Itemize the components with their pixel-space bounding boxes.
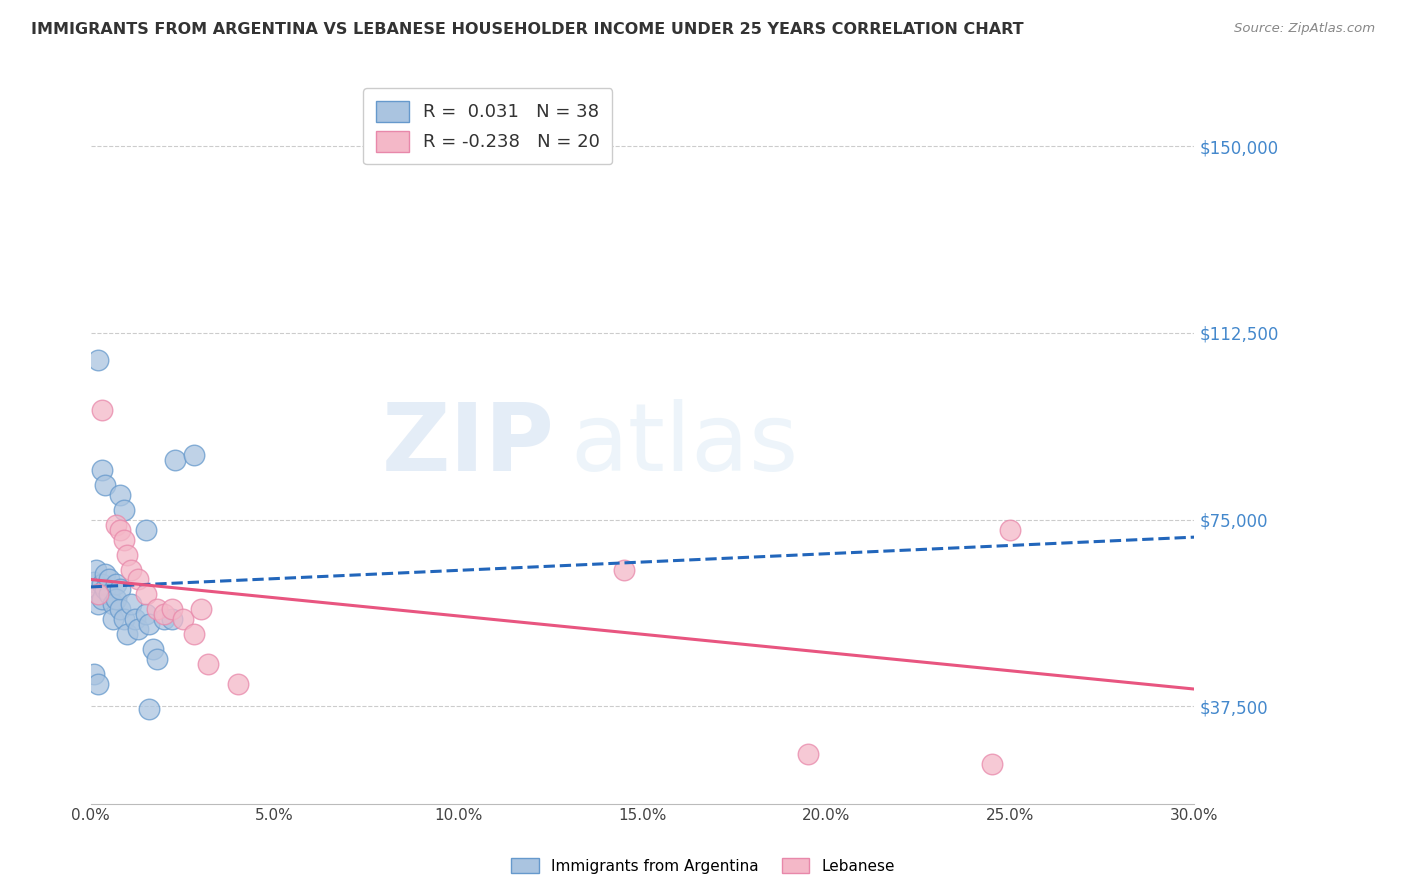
- Point: [120, 598, 142, 612]
- Point: [135, 523, 157, 537]
- Point: [135, 587, 157, 601]
- Point: [87, 598, 110, 612]
- Text: ZIP: ZIP: [381, 399, 554, 491]
- Point: [142, 642, 165, 657]
- Point: [105, 577, 128, 591]
- Point: [135, 607, 157, 622]
- Point: [160, 602, 183, 616]
- Point: [146, 602, 169, 616]
- Point: [87, 677, 110, 691]
- Point: [981, 756, 1004, 771]
- Point: [105, 517, 128, 532]
- Text: atlas: atlas: [571, 399, 799, 491]
- Point: [112, 612, 135, 626]
- Point: [84, 562, 107, 576]
- Point: [87, 587, 110, 601]
- Text: IMMIGRANTS FROM ARGENTINA VS LEBANESE HOUSEHOLDER INCOME UNDER 25 YEARS CORRELAT: IMMIGRANTS FROM ARGENTINA VS LEBANESE HO…: [31, 22, 1024, 37]
- Point: [153, 607, 176, 622]
- Point: [183, 627, 205, 641]
- Point: [90, 463, 112, 477]
- Point: [165, 453, 187, 467]
- Point: [112, 533, 135, 547]
- Point: [87, 587, 110, 601]
- Point: [153, 612, 176, 626]
- Point: [108, 602, 131, 616]
- Point: [138, 702, 160, 716]
- Point: [112, 502, 135, 516]
- Point: [160, 612, 183, 626]
- Point: [90, 577, 112, 591]
- Point: [87, 353, 110, 368]
- Point: [124, 612, 146, 626]
- Legend: Immigrants from Argentina, Lebanese: Immigrants from Argentina, Lebanese: [505, 852, 901, 880]
- Point: [98, 573, 121, 587]
- Point: [197, 657, 219, 672]
- Point: [127, 622, 149, 636]
- Point: [127, 573, 149, 587]
- Point: [94, 582, 117, 597]
- Point: [172, 612, 194, 626]
- Point: [94, 478, 117, 492]
- Point: [120, 562, 142, 576]
- Point: [83, 574, 105, 589]
- Point: [117, 627, 139, 641]
- Point: [108, 488, 131, 502]
- Point: [613, 562, 636, 576]
- Point: [1000, 523, 1022, 537]
- Point: [94, 567, 117, 582]
- Point: [108, 523, 131, 537]
- Point: [183, 448, 205, 462]
- Point: [105, 592, 128, 607]
- Legend: R =  0.031   N = 38, R = -0.238   N = 20: R = 0.031 N = 38, R = -0.238 N = 20: [363, 88, 613, 164]
- Point: [797, 747, 820, 761]
- Point: [108, 582, 131, 597]
- Point: [117, 548, 139, 562]
- Point: [146, 652, 169, 666]
- Point: [101, 598, 124, 612]
- Point: [101, 612, 124, 626]
- Text: Source: ZipAtlas.com: Source: ZipAtlas.com: [1234, 22, 1375, 36]
- Point: [138, 617, 160, 632]
- Point: [98, 587, 121, 601]
- Point: [226, 677, 249, 691]
- Point: [83, 667, 105, 681]
- Point: [90, 403, 112, 417]
- Point: [190, 602, 212, 616]
- Point: [90, 592, 112, 607]
